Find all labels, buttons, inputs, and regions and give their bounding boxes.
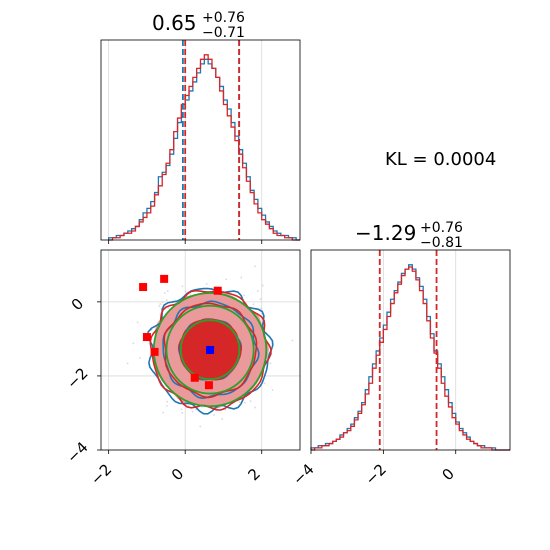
sample-point — [254, 406, 256, 409]
sample-point — [244, 401, 246, 404]
red-marker — [150, 347, 159, 356]
x-tick-label: −2 — [87, 460, 115, 488]
sample-point — [191, 410, 194, 413]
red-marker — [190, 373, 199, 382]
sample-point — [243, 294, 245, 297]
kl-annotation: KL = 0.0004 — [385, 149, 496, 170]
hist-step-red — [311, 266, 510, 451]
sample-point — [161, 301, 164, 303]
hist-x-title: 0.65 — [152, 11, 197, 35]
sample-point — [249, 400, 252, 403]
sample-point — [259, 298, 262, 301]
sample-point — [166, 404, 168, 407]
axis-frame — [100, 39, 301, 241]
hist-y-title: −1.29 — [355, 221, 416, 245]
contour-red — [178, 318, 242, 381]
sample-point — [221, 418, 224, 420]
contour-blue — [162, 300, 260, 400]
red-marker — [204, 381, 213, 390]
contour-green — [165, 304, 255, 395]
hist-step-blue — [310, 264, 510, 451]
sample-point — [291, 339, 294, 342]
sample-point — [167, 307, 170, 309]
sample-point — [136, 321, 139, 324]
sample-point — [225, 278, 228, 281]
sample-point — [180, 408, 183, 411]
red-marker — [139, 283, 148, 292]
sample-point — [89, 313, 91, 315]
hist-y-panel: −4 −2 0 — [289, 249, 511, 489]
red-marker — [213, 286, 222, 295]
sample-point — [199, 425, 202, 428]
sample-point — [195, 408, 197, 411]
hist-x-title-plus: +0.76 — [202, 10, 245, 26]
sample-point — [184, 290, 187, 293]
blue-marker — [206, 346, 215, 354]
sample-point — [271, 389, 274, 391]
x-tick-label: −2 — [362, 460, 390, 488]
hist-x-title-minus: −0.71 — [202, 25, 245, 41]
sample-point — [263, 382, 266, 385]
hist-y-title-plus: +0.76 — [420, 220, 463, 236]
hist-step-red — [108, 54, 300, 241]
y-tick-label: −2 — [63, 364, 91, 392]
axis-frame — [310, 249, 511, 451]
sample-point — [162, 411, 165, 414]
red-marker — [142, 333, 151, 342]
sample-point — [261, 284, 264, 287]
sample-point — [163, 292, 166, 295]
hist-step-blue — [108, 58, 300, 241]
sample-point — [181, 412, 184, 414]
x-tick-label: −4 — [289, 460, 317, 488]
sample-point — [238, 401, 241, 404]
sample-point — [254, 265, 256, 268]
x-tick-label: 0 — [438, 465, 457, 484]
sample-point — [166, 400, 169, 403]
axis-frame — [100, 249, 301, 451]
sample-point — [126, 362, 129, 365]
sample-point — [205, 282, 208, 285]
y-tick-label: 0 — [68, 295, 87, 314]
red-marker — [160, 274, 169, 283]
sample-point — [165, 299, 168, 302]
y-tick-label: −4 — [63, 438, 91, 466]
sample-point — [132, 342, 135, 345]
contour-green — [179, 319, 241, 380]
sample-point — [269, 362, 272, 365]
sample-point — [201, 475, 203, 477]
sample-point — [256, 290, 259, 292]
contour-blue — [177, 318, 243, 381]
sample-point — [260, 307, 263, 310]
sample-point — [138, 357, 141, 359]
sample-point — [252, 303, 255, 306]
x-tick-label: 2 — [244, 465, 263, 484]
sample-point — [158, 305, 161, 308]
hist-y-title-minus: −0.81 — [420, 235, 463, 251]
x-tick-label: 0 — [168, 465, 187, 484]
sample-point — [181, 285, 184, 288]
sample-point — [213, 414, 215, 416]
sample-point — [166, 290, 169, 292]
sample-point — [240, 276, 243, 279]
joint-content — [89, 265, 306, 477]
hist-x-panel — [100, 39, 301, 244]
joint-panel: −2 0 20−2−4 — [63, 249, 306, 489]
sample-point — [159, 303, 162, 305]
sample-point — [304, 348, 306, 350]
